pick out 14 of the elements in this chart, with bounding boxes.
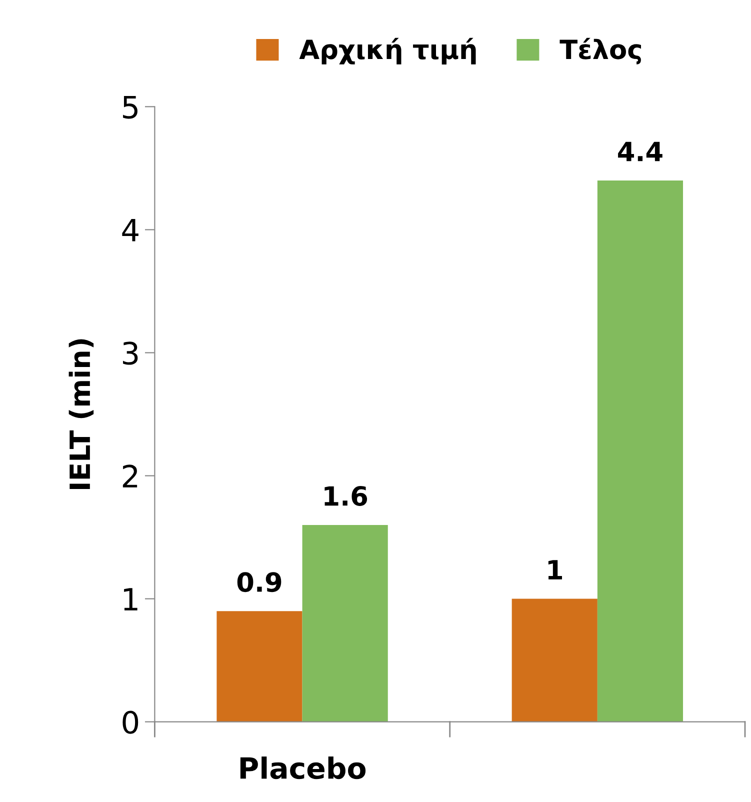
y-axis-title: IELT (min) — [68, 339, 94, 490]
y-tick-label: 0 — [122, 710, 138, 734]
legend-label: Τέλος — [560, 38, 642, 64]
y-tick-label: 4 — [122, 219, 138, 242]
data-label: 0.9 — [237, 572, 282, 592]
data-label: 1 — [548, 560, 562, 580]
x-tick-label: Placebo — [240, 756, 366, 780]
legend-label: Αρχική τιμή — [299, 38, 476, 64]
data-label: 1.6 — [324, 486, 368, 506]
y-tick-label: 1 — [124, 588, 138, 610]
y-tick-label: 3 — [123, 342, 138, 365]
y-tick-label: 5 — [123, 96, 138, 119]
y-tick-label: 2 — [122, 464, 138, 488]
data-label: 4.4 — [618, 142, 662, 162]
